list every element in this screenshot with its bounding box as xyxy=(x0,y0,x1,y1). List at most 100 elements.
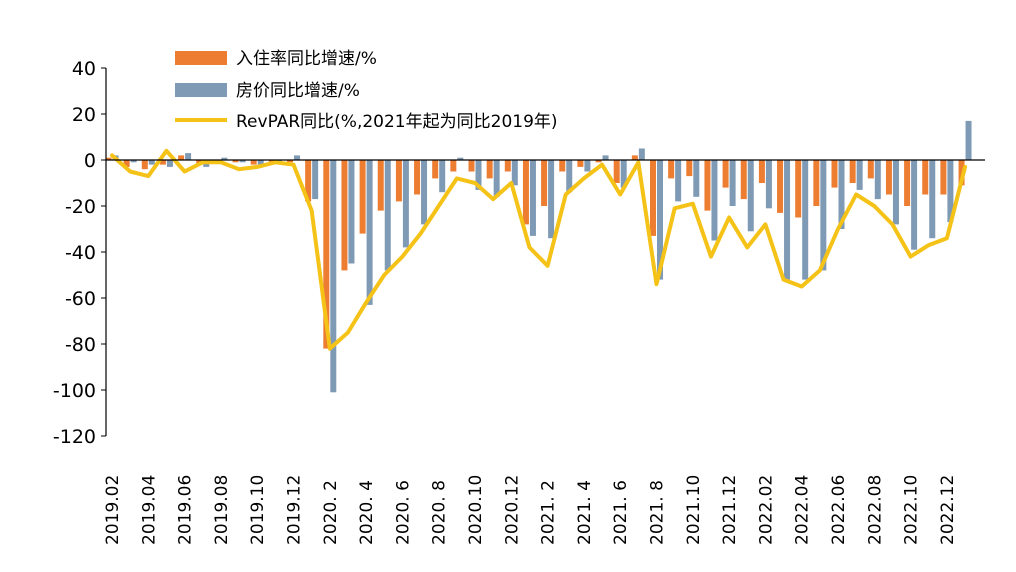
room-price-bar-2020.02 xyxy=(330,160,337,393)
occupancy-bar-2021.10 xyxy=(686,160,693,177)
room-price-bar-2021.02 xyxy=(548,160,555,239)
occupancy-bar-2021.08 xyxy=(650,160,656,236)
occupancy-bar-2022.09 xyxy=(885,160,892,195)
room-price-bar-2021.12 xyxy=(729,160,736,206)
room-price-bar-2021.06 xyxy=(620,160,627,188)
occupancy-bar-2019.10 xyxy=(250,160,257,165)
x-ticks: 2019.02 2019.04 2019.06 2019.08 2019.10 2019.… xyxy=(103,475,958,545)
occupancy-bar-2022.06 xyxy=(831,160,838,188)
x-tick-label: 2021. 4 xyxy=(575,480,595,545)
y-tick-label: -80 xyxy=(65,334,96,356)
room-price-bar-2021.03 xyxy=(566,160,573,193)
room-price-bar-2020.11 xyxy=(493,160,500,197)
occupancy-bar-2020.06 xyxy=(395,160,402,202)
room-price-bar-2021.04 xyxy=(584,160,591,172)
room-price-bar-2020.07 xyxy=(421,160,428,225)
y-tick-label: 20 xyxy=(72,104,96,126)
room-price-bar-2019.08 xyxy=(221,157,228,160)
legend: 入住率同比增速/% 房价同比增速/% RevPAR同比(%,2021年起为同比2… xyxy=(175,49,558,132)
room-price-bar-2022.11 xyxy=(929,160,936,239)
room-price-bar-2021.01 xyxy=(529,160,536,236)
room-price-bar-2021.09 xyxy=(675,160,682,202)
legend-swatch-room-price xyxy=(175,83,227,97)
occupancy-bar-2021.11 xyxy=(704,160,711,211)
room-price-bar-2019.05 xyxy=(166,160,173,167)
occupancy-bar-2021.01 xyxy=(522,160,529,225)
room-price-bar-2021.11 xyxy=(711,160,718,241)
room-price-bar-2022.12 xyxy=(947,160,954,223)
room-price-bar-2019.03 xyxy=(130,160,137,163)
y-tick-label: -40 xyxy=(65,242,96,264)
occupancy-bar-2021.12 xyxy=(722,160,729,188)
room-price-bar-2022.01 xyxy=(747,160,754,232)
occupancy-bar-2020.01 xyxy=(305,160,312,202)
room-price-bar-2022.02 xyxy=(765,160,772,209)
room-price-bar-2022.10 xyxy=(911,160,918,250)
y-tick-label: -20 xyxy=(65,196,96,218)
occupancy-bar-2020.02 xyxy=(323,160,330,349)
room-price-bar-2020.10 xyxy=(475,160,482,190)
occupancy-bar-2019.06 xyxy=(178,155,185,160)
room-price-bar-2020.12 xyxy=(511,160,518,186)
x-tick-label: 2021.12 xyxy=(720,475,740,545)
occupancy-bar-2022.01 xyxy=(740,160,747,200)
x-tick-label: 2022.02 xyxy=(756,475,776,545)
x-tick-label: 2020. 2 xyxy=(321,480,341,545)
occupancy-bar-2019.04 xyxy=(141,160,148,170)
occupancy-bar-2021.06 xyxy=(613,160,620,183)
occupancy-bar-2020.05 xyxy=(377,160,384,211)
occupancy-bar-2020.10 xyxy=(468,160,475,172)
occupancy-bar-2020.09 xyxy=(450,160,457,172)
legend-swatch-occupancy xyxy=(175,51,227,65)
occupancy-bar-2019.03 xyxy=(123,160,130,167)
y-tick-label: -60 xyxy=(65,288,96,310)
room-price-bar-2019.12 xyxy=(294,155,300,160)
room-price-bar-2020.04 xyxy=(366,160,373,305)
occupancy-bar-2020.12 xyxy=(504,160,511,172)
x-tick-label: 2019.06 xyxy=(176,475,196,545)
x-tick-label: 2022.08 xyxy=(865,475,885,545)
legend-label-occupancy: 入住率同比增速/% xyxy=(236,49,377,69)
room-price-bar-2022.07 xyxy=(856,160,863,190)
x-tick-label: 2019.02 xyxy=(103,475,123,545)
room-price-bar-2020.05 xyxy=(384,160,391,271)
room-price-bar-2022.03 xyxy=(784,160,791,280)
occupancy-bar-2021.05 xyxy=(595,160,602,163)
x-tick-label: 2020. 8 xyxy=(430,480,450,545)
x-tick-label: 2020.10 xyxy=(466,475,486,545)
legend-label-room-price: 房价同比增速/% xyxy=(236,81,360,101)
occupancy-bar-2021.09 xyxy=(668,160,675,179)
x-tick-label: 2021. 6 xyxy=(611,480,631,545)
room-price-bar-2019.06 xyxy=(185,153,192,160)
occupancy-bar-2022.02 xyxy=(758,160,765,183)
room-price-bar-2020.06 xyxy=(402,160,409,248)
occupancy-bar-2022.08 xyxy=(867,160,874,179)
occupancy-bar-2019.05 xyxy=(159,160,166,165)
room-price-bar-2021.08 xyxy=(657,160,663,280)
room-price-bar-2022.08 xyxy=(874,160,881,200)
occupancy-bar-2022.07 xyxy=(849,160,856,183)
occupancy-bar-2022.12 xyxy=(940,160,947,195)
legend-label-revpar: RevPAR同比(%,2021年起为同比2019年) xyxy=(236,112,558,132)
room-price-bar-2019.10 xyxy=(257,160,264,165)
room-price-bar-2021.10 xyxy=(693,160,700,197)
occupancy-bar-2021.03 xyxy=(559,160,566,172)
room-price-bar-2022.05 xyxy=(820,160,827,271)
occupancy-bar-2021.07 xyxy=(631,155,638,160)
occupancy-bar-2020.07 xyxy=(414,160,421,195)
x-tick-label: 2019.10 xyxy=(248,475,268,545)
occupancy-bar-2020.08 xyxy=(432,160,439,179)
x-tick-label: 2021. 8 xyxy=(648,480,668,545)
occupancy-bar-2022.11 xyxy=(922,160,929,195)
occupancy-bar-2021.02 xyxy=(541,160,548,206)
revpar-line xyxy=(110,148,968,351)
occupancy-bar-2020.04 xyxy=(359,160,366,234)
x-tick-label: 2019.12 xyxy=(285,475,305,545)
room-price-bar-2019.09 xyxy=(239,160,246,163)
x-tick-label: 2021. 2 xyxy=(539,480,559,545)
occupancy-bars xyxy=(105,155,965,349)
occupancy-bar-2022.03 xyxy=(777,160,784,213)
x-tick-label: 2019.04 xyxy=(139,475,159,545)
occupancy-bar-2022.05 xyxy=(813,160,820,206)
